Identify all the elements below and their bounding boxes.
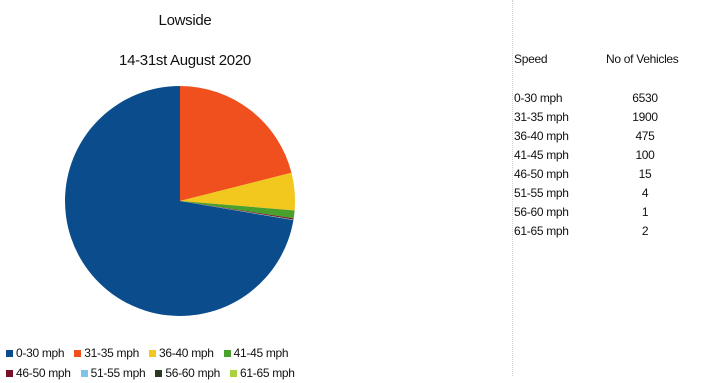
- vehicle-count-cell: 100: [635, 147, 655, 162]
- legend-item-0-30: 0-30 mph: [6, 346, 65, 360]
- legend-row: 46-50 mph 51-55 mph 56-60 mph 61-65 mph: [6, 363, 376, 383]
- chart-title: Lowside: [158, 12, 212, 29]
- legend-item-56-60: 56-60 mph: [155, 366, 220, 380]
- pie-slice-41-45-mph: [180, 201, 295, 219]
- pie-slice-31-35-mph: [180, 86, 292, 201]
- table-row: 56-60 mph 1: [514, 202, 696, 221]
- legend-row: 0-30 mph 31-35 mph 36-40 mph 41-45 mph: [6, 343, 376, 363]
- vehicle-count-cell: 1900: [632, 109, 658, 124]
- speed-cell: 31-35 mph: [514, 109, 569, 124]
- legend-label: 46-50 mph: [16, 366, 71, 380]
- legend-label: 51-55 mph: [90, 366, 146, 380]
- header-vehicles: No of Vehicles: [606, 52, 679, 66]
- table-row: 41-45 mph 100: [514, 145, 696, 164]
- pie-slice-0-30-mph: [65, 86, 294, 316]
- pie-chart: [65, 86, 295, 316]
- speed-cell: 61-65 mph: [514, 223, 569, 238]
- speed-cell: 56-60 mph: [514, 204, 569, 219]
- legend-item-46-50: 46-50 mph: [6, 366, 71, 380]
- pie-slice-46-50-mph: [180, 201, 294, 220]
- table-row: 36-40 mph 475: [514, 126, 696, 145]
- vehicle-count-cell: 4: [641, 185, 649, 200]
- legend-label: 61-65 mph: [240, 366, 295, 380]
- column-divider: [512, 0, 513, 376]
- legend-item-61-65: 61-65 mph: [230, 366, 295, 380]
- table-row: 51-55 mph 4: [514, 183, 696, 202]
- table-row: 0-30 mph 6530: [514, 88, 696, 107]
- header-speed: Speed: [514, 52, 548, 66]
- legend-swatch: [230, 369, 238, 377]
- legend-label: 0-30 mph: [16, 346, 65, 360]
- legend-label: 41-45 mph: [233, 346, 289, 360]
- table-row: 61-65 mph 2: [514, 221, 696, 240]
- table-row: 46-50 mph 15: [514, 164, 696, 183]
- legend-item-36-40: 36-40 mph: [148, 346, 214, 360]
- vehicle-count-cell: 475: [635, 128, 655, 143]
- speed-cell: 36-40 mph: [514, 128, 569, 143]
- pie-slice-56-60-mph: [180, 201, 294, 220]
- legend-swatch: [148, 349, 156, 357]
- speed-cell: 46-50 mph: [514, 166, 569, 181]
- legend-swatch: [6, 349, 13, 357]
- chart-subtitle: 14-31st August 2020: [119, 52, 251, 69]
- table-row: 31-35 mph 1900: [514, 107, 696, 126]
- legend-swatch: [6, 369, 13, 377]
- vehicle-count-cell: 1: [641, 204, 649, 219]
- legend-label: 56-60 mph: [165, 366, 221, 380]
- legend-swatch: [74, 349, 82, 357]
- speed-table: Speed No of Vehicles 0-30 mph 6530 31-35 m…: [514, 52, 696, 240]
- legend-item-31-35: 31-35 mph: [74, 346, 139, 360]
- legend-item-41-45: 41-45 mph: [223, 346, 289, 360]
- pie-slice-61-65-mph: [180, 201, 294, 221]
- legend-label: 31-35 mph: [84, 346, 139, 360]
- legend-label: 36-40 mph: [158, 346, 214, 360]
- table-body: 0-30 mph 6530 31-35 mph 1900 36-40 mph 475 41-…: [514, 88, 696, 240]
- legend-swatch: [80, 369, 88, 377]
- legend-swatch: [155, 369, 163, 377]
- pie-slice-36-40-mph: [180, 172, 295, 211]
- legend-item-51-55: 51-55 mph: [80, 366, 146, 380]
- vehicle-count-cell: 2: [641, 223, 649, 238]
- pie-slice-51-55-mph: [180, 201, 294, 220]
- speed-cell: 0-30 mph: [514, 90, 563, 105]
- speed-cell: 41-45 mph: [514, 147, 569, 162]
- legend-swatch: [223, 349, 231, 357]
- chart-legend: 0-30 mph 31-35 mph 36-40 mph 41-45 mph 4…: [6, 343, 376, 383]
- speed-cell: 51-55 mph: [514, 185, 569, 200]
- table-header: Speed No of Vehicles: [514, 52, 696, 72]
- vehicle-count-cell: 15: [638, 166, 652, 181]
- vehicle-count-cell: 6530: [632, 90, 658, 105]
